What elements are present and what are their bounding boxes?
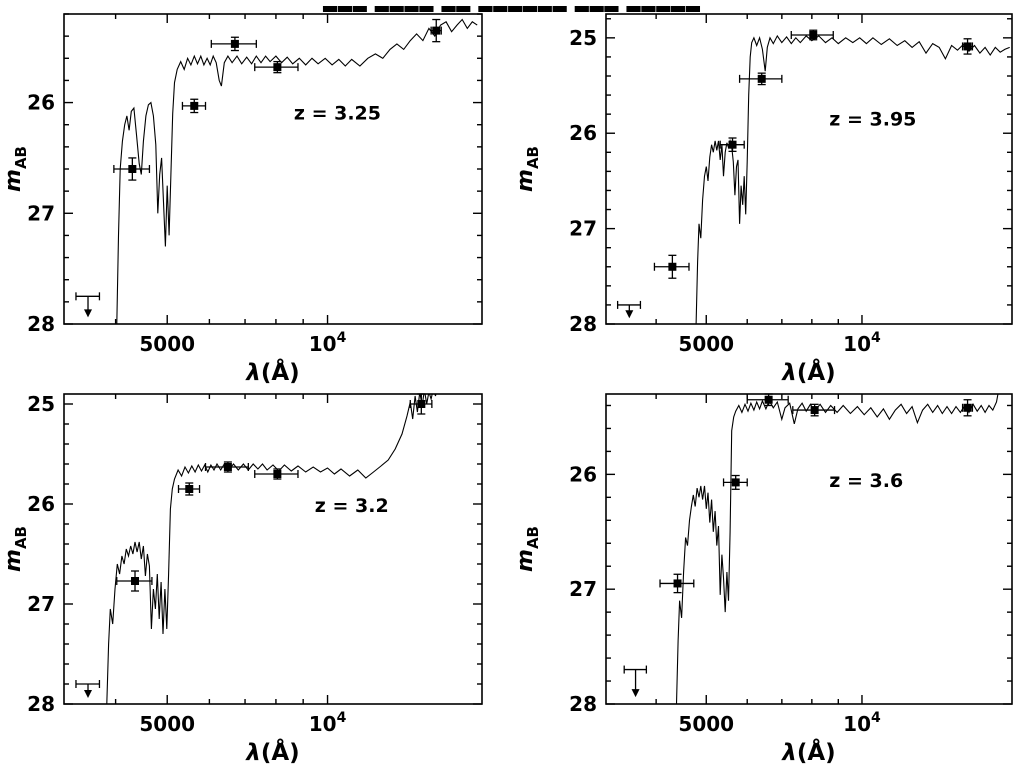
x-tick-label: 5000 (678, 332, 734, 356)
spectrum-line (695, 34, 1010, 324)
redshift-label: z = 3.95 (829, 109, 916, 131)
upper-limit-arrow (75, 292, 101, 318)
upper-limit-arrow (623, 665, 648, 698)
plot-frame (63, 393, 483, 705)
x-axis-label: λ(Å) (780, 358, 835, 386)
data-point-square (810, 406, 819, 415)
cropped-figure-title: ███ ████ ██ ██████ ███ █████ (302, 6, 722, 12)
plot-frame (605, 13, 1013, 325)
data-point-square (963, 42, 972, 51)
y-tick-label: 27 (569, 217, 597, 241)
y-tick-label: 25 (569, 26, 597, 50)
y-tick-label: 26 (27, 492, 55, 516)
data-point-square (185, 485, 194, 493)
spectrum-line (675, 394, 999, 704)
photometry-points (113, 18, 442, 181)
x-tick-label: 104 (843, 710, 881, 736)
x-tick-label: 5000 (139, 332, 195, 356)
data-point-square (728, 140, 737, 149)
x-axis-label: λ(Å) (244, 358, 299, 386)
axis-ticks (606, 394, 1012, 705)
x-tick-label: 5000 (139, 712, 195, 736)
data-point-square (731, 478, 740, 487)
photometry-points (116, 393, 433, 592)
data-point-square (273, 470, 282, 478)
sed-panel-z3-95: 5000 104 25 26 27 28 z = 3.95 λ(Å) mAB (513, 13, 1013, 386)
model-spectrum-path (106, 394, 437, 704)
y-axis-label: mAB (513, 146, 542, 192)
data-point-square (131, 577, 140, 585)
data-point-square (230, 39, 239, 48)
y-tick-label: 28 (569, 692, 597, 716)
figure-canvas: ███ ████ ██ ██████ ███ █████ 5000 104 26 27… (0, 6, 1024, 774)
spectrum-line (106, 394, 437, 704)
y-tick-label: 28 (27, 312, 55, 336)
data-point-square (673, 579, 682, 588)
x-axis-label: λ(Å) (244, 738, 299, 766)
axis-ticks (64, 13, 482, 325)
data-point-square (273, 63, 282, 72)
photometry-points (653, 29, 974, 279)
x-axis-label: λ(Å) (780, 738, 835, 766)
data-point-square (668, 262, 677, 271)
model-spectrum-path (116, 18, 478, 324)
y-tick-label: 26 (27, 91, 55, 115)
data-point-square (764, 395, 773, 404)
data-point-square (223, 463, 232, 471)
sed-panel-z3-2: 5000 104 25 26 27 28 z = 3.2 λ(Å) mAB (1, 392, 483, 766)
x-tick-label: 104 (309, 710, 347, 736)
panel-grid: 5000 104 26 27 28 z = 3.25 λ(Å) mAB 5000 104 25 26… (0, 6, 1024, 766)
cropped-title-text: ███ ████ ██ ██████ ███ █████ (302, 6, 722, 12)
y-tick-label: 25 (27, 392, 55, 416)
model-spectrum-path (695, 34, 1010, 324)
data-point-square (963, 403, 972, 412)
arrow-head (625, 310, 634, 319)
sed-panel-z3-6: 5000 104 26 27 28 z = 3.6 λ(Å) mAB (513, 393, 1013, 766)
arrow-head (631, 689, 640, 698)
x-tick-label: 104 (309, 330, 347, 356)
spectrum-line (116, 18, 478, 324)
axis-ticks (64, 394, 482, 705)
data-point-square (432, 26, 441, 35)
y-axis-label: mAB (1, 526, 30, 572)
arrow-head (84, 690, 93, 698)
plot-frame (605, 393, 1013, 705)
y-tick-label: 26 (569, 462, 597, 486)
data-point-square (190, 101, 199, 110)
model-spectrum-path (675, 394, 999, 704)
y-tick-label: 28 (569, 312, 597, 336)
axis-ticks (606, 14, 1012, 325)
redshift-label: z = 3.2 (315, 495, 389, 517)
y-axis-label: mAB (513, 526, 542, 572)
y-tick-label: 27 (27, 592, 55, 616)
y-tick-label: 28 (27, 692, 55, 716)
arrow-head (84, 309, 93, 318)
y-tick-label: 27 (569, 577, 597, 601)
data-point-square (417, 400, 426, 408)
upper-limit-arrow (75, 680, 101, 698)
data-point-square (809, 30, 818, 39)
x-tick-label: 104 (843, 330, 881, 356)
data-point-square (757, 74, 766, 83)
y-axis-label: mAB (1, 146, 30, 192)
sed-panel-z3-25: 5000 104 26 27 28 z = 3.25 λ(Å) mAB (1, 13, 483, 386)
x-tick-label: 5000 (678, 712, 734, 736)
y-tick-label: 26 (569, 121, 597, 145)
y-tick-label: 27 (27, 201, 55, 225)
upper-limit-arrow (616, 300, 642, 319)
redshift-label: z = 3.6 (829, 470, 903, 492)
data-point-square (128, 165, 137, 173)
redshift-label: z = 3.25 (294, 102, 381, 124)
photometry-points (659, 393, 974, 594)
